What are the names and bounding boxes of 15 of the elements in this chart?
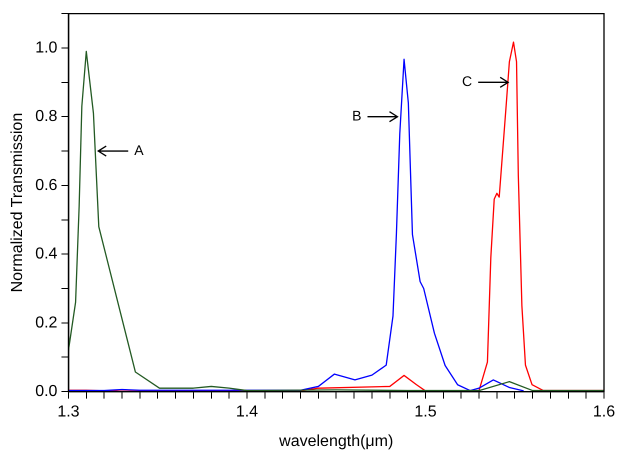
x-axis-title: wavelength(μm) [278, 432, 394, 450]
x-tick-label: 1.3 [57, 404, 80, 421]
annotation: C [462, 73, 472, 90]
x-tick-label: 1.6 [592, 404, 616, 421]
y-tick-label: 0.6 [35, 176, 58, 194]
y-tick-label: 0.2 [35, 314, 58, 332]
y-tick-label: 1.0 [35, 39, 58, 56]
y-tick-label: 0.0 [35, 383, 58, 400]
y-tick-label: 0.4 [35, 246, 58, 263]
y-axis-title: Normalized Transmission [9, 112, 26, 292]
annotation: A [134, 142, 144, 158]
x-tick-label: 1.5 [414, 404, 437, 421]
y-tick-label: 0.8 [35, 108, 58, 126]
x-tick-label: 1.4 [236, 404, 258, 421]
annotation: B [352, 108, 362, 124]
